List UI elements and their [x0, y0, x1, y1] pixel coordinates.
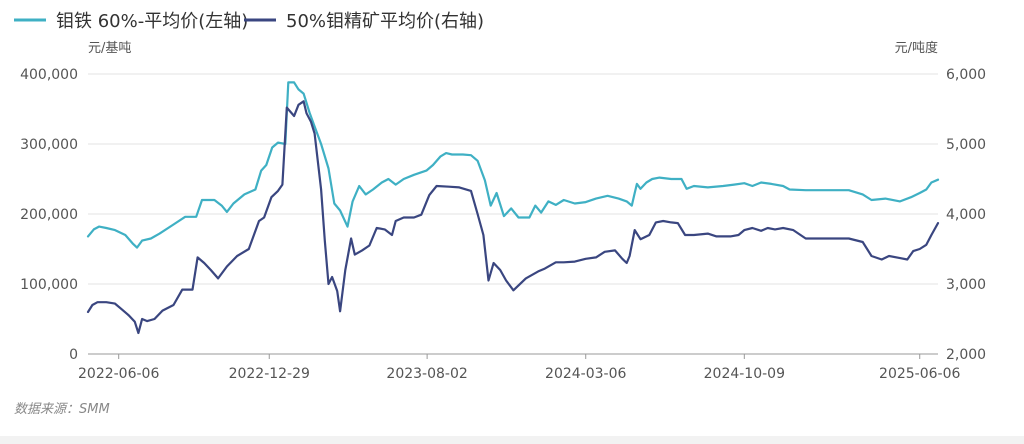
right-y-tick-label: 5,000 [946, 137, 986, 153]
x-tick-label: 2024-03-06 [545, 366, 626, 382]
right-y-tick-label: 4,000 [946, 207, 986, 223]
x-tick-label: 2022-12-29 [229, 366, 310, 382]
left-y-tick-label: 400,000 [20, 67, 78, 83]
data-source-note: 数据来源：SMM [14, 402, 110, 417]
left-y-tick-label: 300,000 [20, 137, 78, 153]
x-tick-label: 2024-10-09 [704, 366, 785, 382]
right-axis-unit: 元/吨度 [895, 40, 938, 56]
right-y-axis: 2,000 3,000 4,000 5,000 6,000 [946, 67, 986, 363]
left-y-tick-label: 0 [69, 347, 78, 363]
bottom-divider [0, 436, 1024, 444]
legend: 钼铁 60%-平均价(左轴) 50%钼精矿平均价(右轴) [14, 11, 484, 32]
x-tick-label: 2022-06-06 [78, 366, 159, 382]
x-axis: 2022-06-06 2022-12-29 2023-08-02 2024-03-06… [78, 354, 960, 382]
right-y-tick-label: 3,000 [946, 277, 986, 293]
left-y-tick-label: 200,000 [20, 207, 78, 223]
left-axis-unit: 元/基吨 [88, 41, 131, 56]
grid-lines [88, 73, 938, 355]
series-lines [86, 81, 940, 335]
right-y-tick-label: 6,000 [946, 67, 986, 83]
left-y-tick-label: 100,000 [20, 277, 78, 293]
right-y-tick-label: 2,000 [946, 347, 986, 363]
legend-label-concentrate: 50%钼精矿平均价(右轴) [286, 11, 484, 32]
series-line-ferromolybdenum [86, 81, 940, 249]
x-tick-label: 2023-08-02 [386, 366, 467, 382]
series-line-concentrate [86, 100, 940, 335]
legend-label-ferromolybdenum: 钼铁 60%-平均价(左轴) [56, 11, 248, 32]
x-tick-label: 2025-06-06 [879, 366, 960, 382]
left-y-axis: 0 100,000 200,000 300,000 400,000 [20, 67, 78, 363]
